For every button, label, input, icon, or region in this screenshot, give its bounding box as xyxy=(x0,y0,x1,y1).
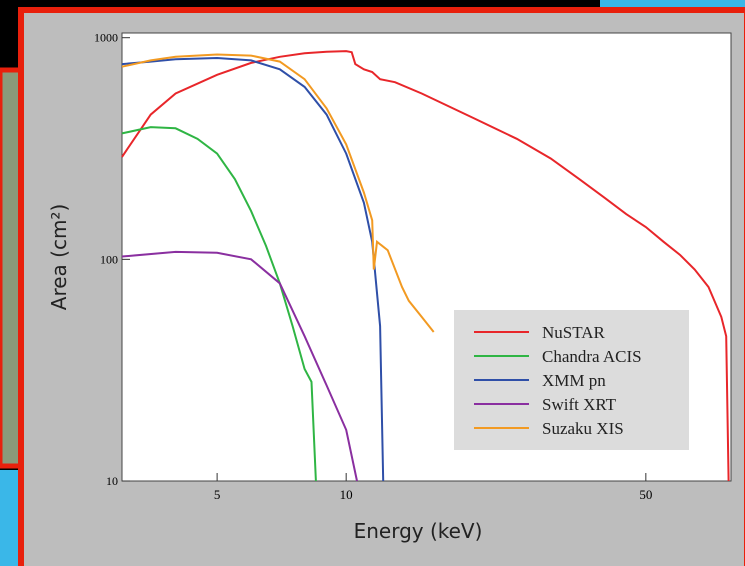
x-axis-label: Energy (keV) xyxy=(354,519,483,543)
legend-label: Suzaku XIS xyxy=(542,419,624,438)
y-tick-label: 10 xyxy=(106,474,118,488)
series-line xyxy=(121,53,435,333)
legend-label: NuSTAR xyxy=(542,323,606,342)
y-tick-label: 100 xyxy=(100,252,118,266)
series-line xyxy=(121,50,730,482)
legend-label: Chandra ACIS xyxy=(542,347,642,366)
x-tick-label: 50 xyxy=(639,487,652,502)
legend-label: Swift XRT xyxy=(542,395,617,414)
legend-label: XMM pn xyxy=(542,371,606,390)
x-tick-label: 5 xyxy=(214,487,221,502)
background-strip xyxy=(0,470,20,566)
y-axis-label: Area (cm²) xyxy=(47,204,71,310)
series-line xyxy=(121,126,317,482)
y-tick-label: 1000 xyxy=(94,31,118,45)
series-line xyxy=(121,250,358,482)
x-tick-label: 10 xyxy=(340,487,353,502)
